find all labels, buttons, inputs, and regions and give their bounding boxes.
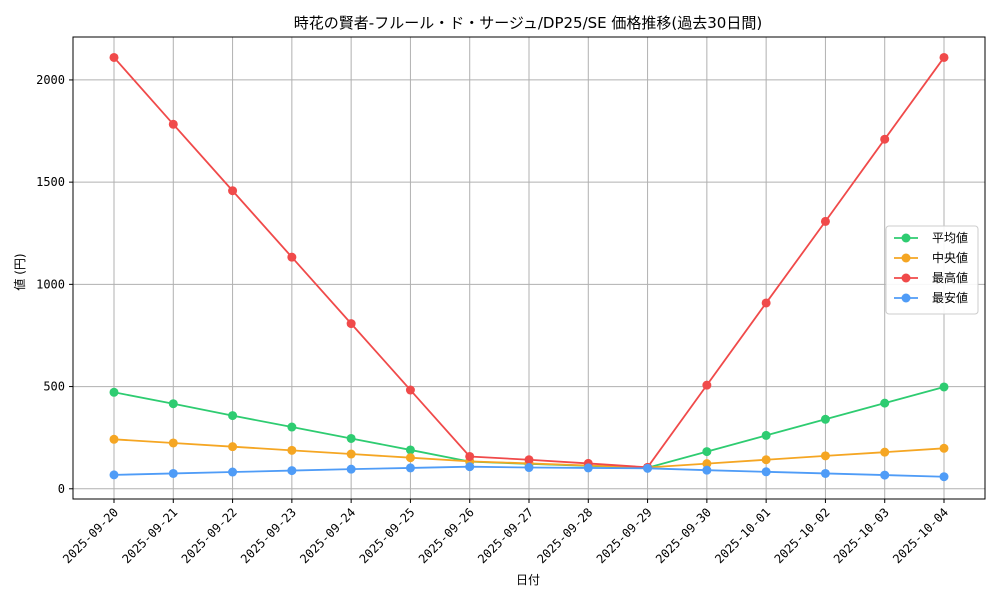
- data-point: [168, 468, 178, 478]
- data-point: [880, 398, 890, 408]
- data-point: [346, 464, 356, 474]
- data-point: [761, 298, 771, 308]
- data-point: [524, 463, 534, 473]
- y-axis-ticks: 0 500 1000 1500 2000: [36, 73, 73, 496]
- x-tick-label: 2025-09-30: [653, 505, 714, 566]
- legend-label: 中央値: [932, 250, 968, 265]
- y-axis-label: 値 (円): [12, 253, 27, 290]
- x-tick-label: 2025-09-24: [297, 505, 358, 566]
- x-tick-label: 2025-09-23: [238, 505, 299, 566]
- legend-item: 平均値: [894, 230, 968, 245]
- x-tick-label: 2025-09-29: [594, 505, 655, 566]
- x-tick-label: 2025-10-01: [712, 505, 773, 566]
- data-point: [109, 387, 119, 397]
- data-point: [228, 411, 238, 421]
- data-point: [939, 382, 949, 392]
- data-point: [168, 438, 178, 448]
- data-point: [820, 216, 830, 226]
- data-point: [643, 463, 653, 473]
- data-point: [109, 52, 119, 62]
- x-tick-label: 2025-09-22: [179, 505, 240, 566]
- y-tick-label: 0: [58, 482, 65, 496]
- x-tick-label: 2025-09-26: [416, 505, 477, 566]
- data-point: [702, 465, 712, 475]
- legend-item: 中央値: [894, 250, 968, 265]
- x-tick-label: 2025-10-02: [772, 505, 833, 566]
- data-point: [880, 447, 890, 457]
- series-最安値: [109, 462, 949, 482]
- data-point: [109, 470, 119, 480]
- data-point: [287, 445, 297, 455]
- data-point: [820, 468, 830, 478]
- x-tick-label: 2025-10-03: [831, 505, 892, 566]
- data-point: [287, 466, 297, 476]
- data-point: [465, 462, 475, 472]
- data-point: [228, 467, 238, 477]
- legend-swatch-marker: [901, 273, 911, 283]
- y-tick-label: 1500: [36, 175, 65, 189]
- data-point: [702, 380, 712, 390]
- data-point: [287, 252, 297, 262]
- legend-label: 最高値: [932, 270, 968, 285]
- legend-item: 最安値: [894, 290, 968, 305]
- legend-label: 最安値: [932, 290, 968, 305]
- grid-layer: [73, 37, 985, 499]
- x-axis-ticks: 2025-09-202025-09-212025-09-222025-09-23…: [60, 499, 951, 566]
- data-point: [761, 430, 771, 440]
- data-point: [405, 445, 415, 455]
- data-point: [880, 134, 890, 144]
- data-point: [761, 455, 771, 465]
- y-tick-label: 2000: [36, 73, 65, 87]
- series-layer: [109, 52, 949, 482]
- data-point: [287, 422, 297, 432]
- data-point: [820, 451, 830, 461]
- data-point: [524, 455, 534, 465]
- data-point: [465, 451, 475, 461]
- data-point: [702, 459, 712, 469]
- data-point: [405, 453, 415, 463]
- data-point: [939, 472, 949, 482]
- legend-swatch-marker: [901, 233, 911, 243]
- data-point: [939, 443, 949, 453]
- legend-swatch-marker: [901, 253, 911, 263]
- data-point: [346, 449, 356, 459]
- x-tick-label: 2025-09-25: [357, 505, 418, 566]
- data-point: [228, 186, 238, 196]
- x-tick-label: 2025-10-04: [890, 505, 951, 566]
- legend-item: 最高値: [894, 270, 968, 285]
- data-point: [939, 52, 949, 62]
- data-point: [405, 463, 415, 473]
- x-tick-label: 2025-09-21: [119, 505, 180, 566]
- data-point: [583, 463, 593, 473]
- data-point: [168, 119, 178, 129]
- legend-box: [885, 225, 979, 315]
- legend-label: 平均値: [932, 230, 968, 245]
- x-tick-label: 2025-09-28: [534, 505, 595, 566]
- data-point: [405, 385, 415, 395]
- chart-title: 時花の賢者-フルール・ド・サージュ/DP25/SE 価格推移(過去30日間): [294, 14, 762, 32]
- x-axis-label: 日付: [516, 573, 540, 587]
- data-point: [168, 399, 178, 409]
- data-point: [702, 447, 712, 457]
- data-point: [228, 442, 238, 452]
- data-point: [109, 434, 119, 444]
- data-point: [346, 433, 356, 443]
- x-tick-label: 2025-09-20: [60, 505, 121, 566]
- y-tick-label: 1000: [36, 277, 65, 291]
- data-point: [761, 467, 771, 477]
- data-point: [346, 319, 356, 329]
- legend-swatch-marker: [901, 293, 911, 303]
- data-point: [820, 414, 830, 424]
- data-point: [880, 470, 890, 480]
- x-tick-label: 2025-09-27: [475, 505, 536, 566]
- y-tick-label: 500: [43, 380, 65, 394]
